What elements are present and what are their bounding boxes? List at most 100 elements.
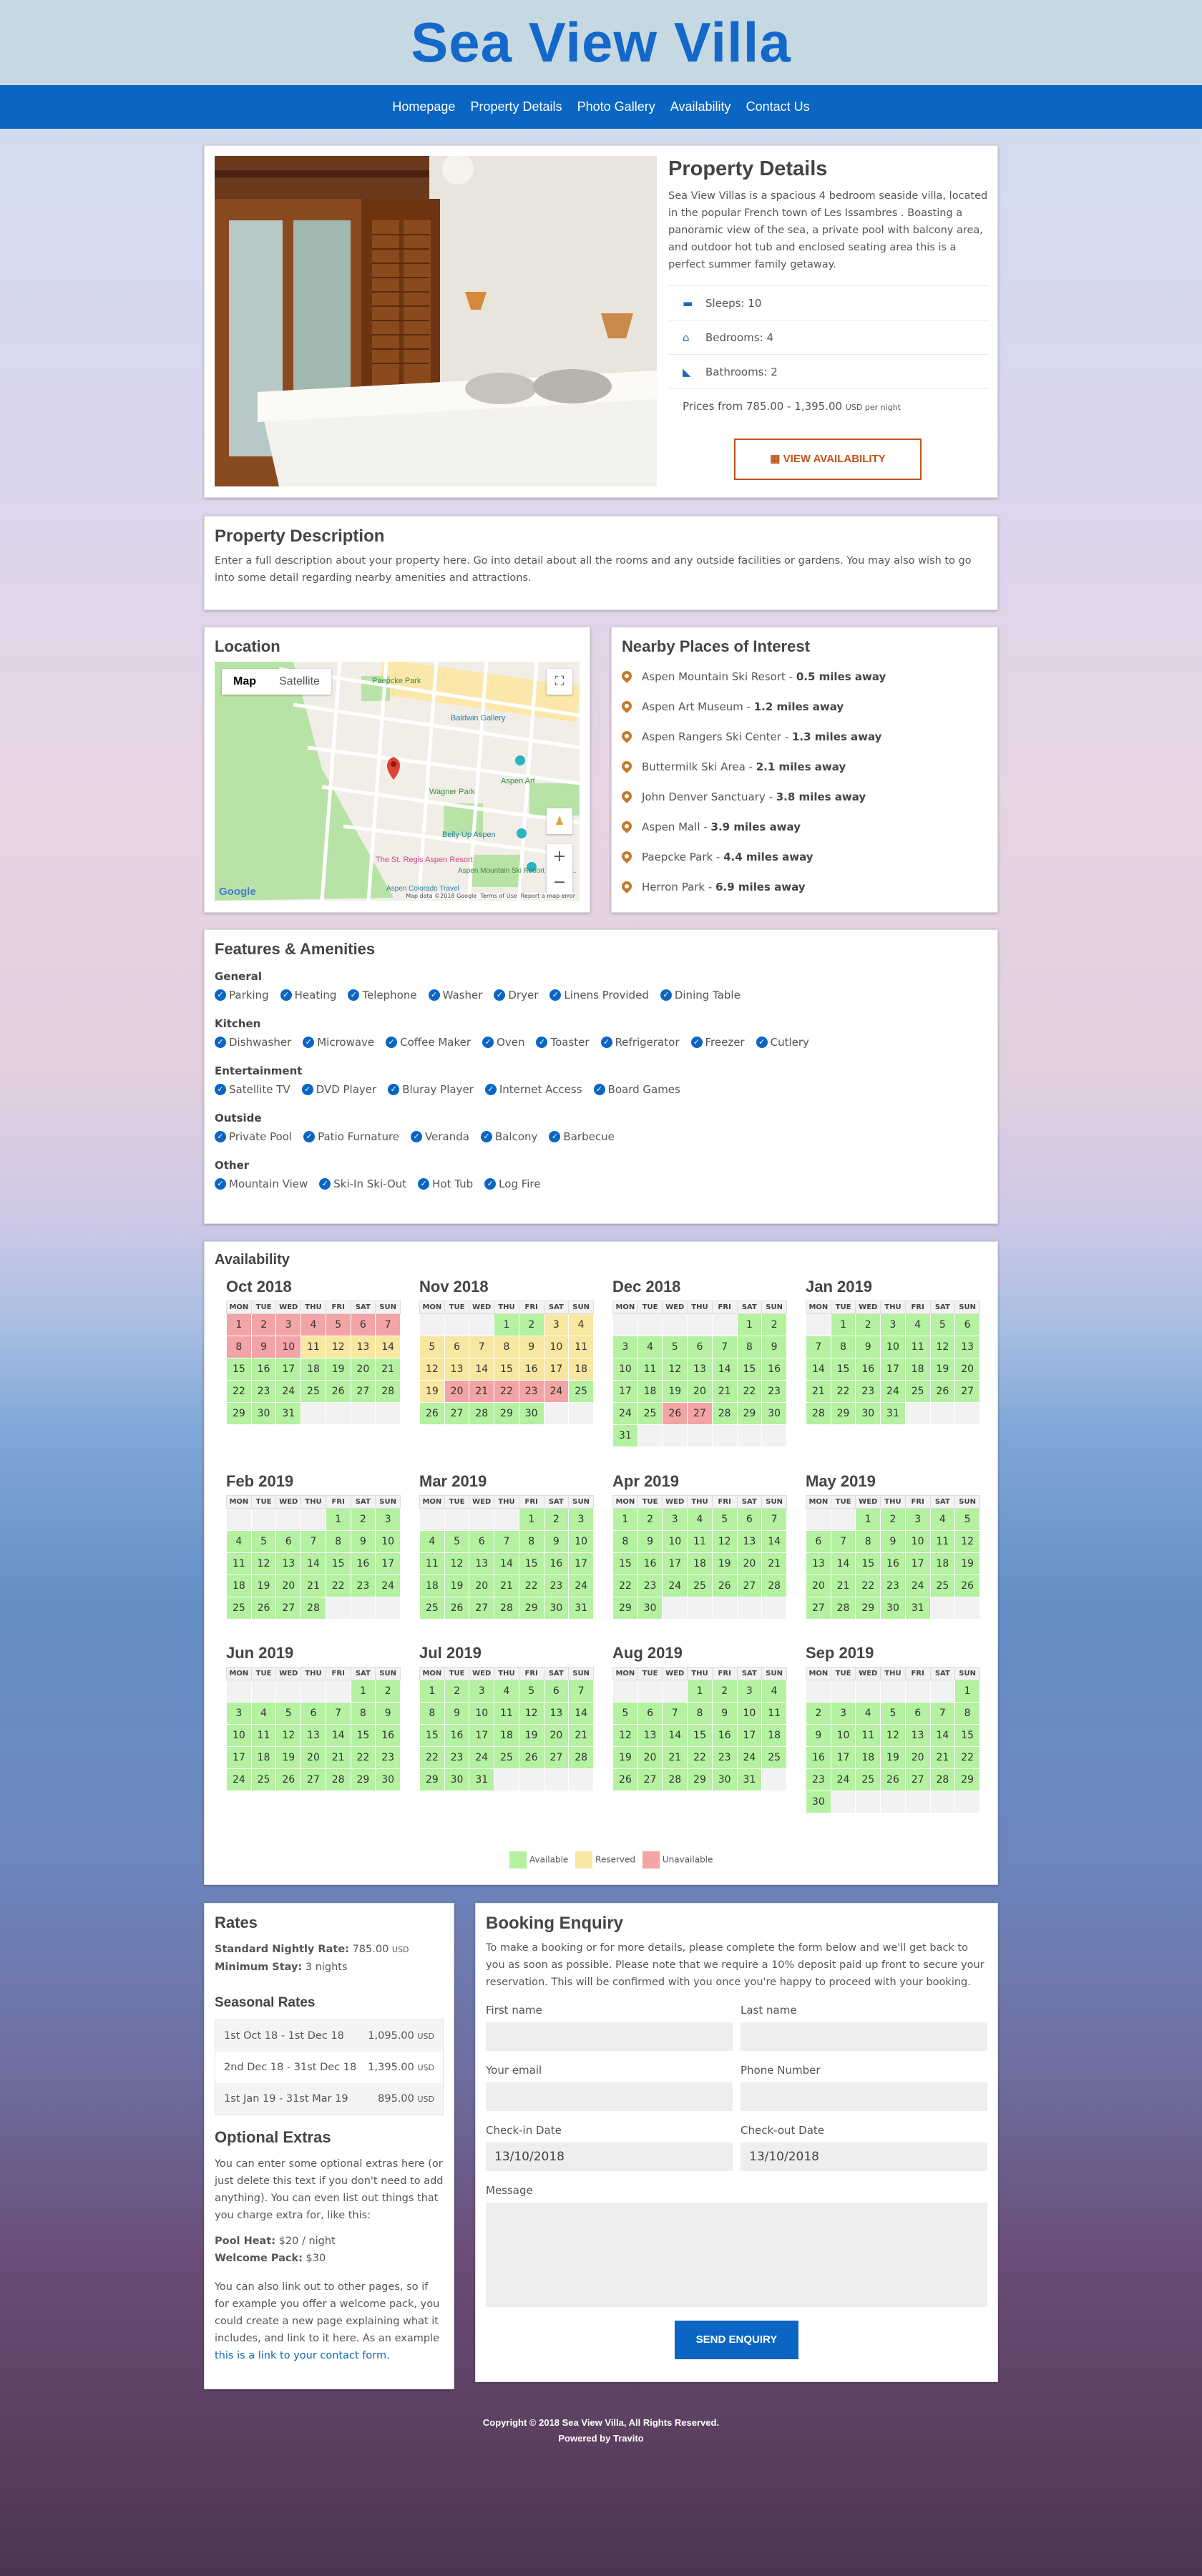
- view-availability-button[interactable]: ▦ VIEW AVAILABILITY: [734, 439, 922, 480]
- calendar-day[interactable]: 3: [375, 1508, 401, 1531]
- calendar-day[interactable]: 22: [855, 1575, 881, 1597]
- calendar-day[interactable]: 11: [855, 1724, 881, 1747]
- calendar-day[interactable]: 2: [518, 1313, 544, 1336]
- calendar-day[interactable]: 26: [250, 1597, 277, 1620]
- calendar-day[interactable]: 20: [469, 1575, 495, 1597]
- last-name-input[interactable]: [741, 2022, 987, 2051]
- calendar-day[interactable]: 7: [711, 1336, 738, 1358]
- calendar-day[interactable]: 8: [612, 1530, 638, 1553]
- calendar-day[interactable]: 10: [904, 1530, 931, 1553]
- calendar-day[interactable]: 6: [275, 1530, 302, 1553]
- calendar-day[interactable]: 12: [518, 1702, 544, 1725]
- calendar-day[interactable]: 15: [687, 1724, 713, 1747]
- calendar-day[interactable]: 23: [444, 1746, 470, 1769]
- calendar-day[interactable]: 2: [806, 1702, 831, 1725]
- calendar-day[interactable]: 18: [761, 1724, 787, 1747]
- calendar-day[interactable]: 5: [518, 1680, 544, 1703]
- calendar-day[interactable]: 2: [761, 1313, 787, 1336]
- calendar-day[interactable]: 13: [444, 1358, 470, 1381]
- calendar-day[interactable]: 9: [444, 1702, 470, 1725]
- calendar-day[interactable]: 24: [469, 1746, 495, 1769]
- calendar-day[interactable]: 22: [226, 1380, 252, 1403]
- calendar-day[interactable]: 8: [325, 1530, 351, 1553]
- calendar-day[interactable]: 1: [325, 1508, 351, 1531]
- calendar-day[interactable]: 14: [806, 1358, 831, 1381]
- calendar-day[interactable]: 5: [711, 1508, 738, 1531]
- calendar-day[interactable]: 2: [855, 1313, 881, 1336]
- calendar-day[interactable]: 6: [736, 1508, 763, 1531]
- calendar-day[interactable]: 16: [761, 1358, 787, 1381]
- calendar-day[interactable]: 28: [929, 1768, 956, 1791]
- calendar-day[interactable]: 24: [543, 1380, 570, 1403]
- calendar-day[interactable]: 29: [830, 1402, 856, 1425]
- calendar-day[interactable]: 18: [855, 1746, 881, 1769]
- calendar-day[interactable]: 27: [637, 1768, 663, 1791]
- calendar-day[interactable]: 12: [711, 1530, 738, 1553]
- calendar-day[interactable]: 1: [736, 1313, 763, 1336]
- calendar-day[interactable]: 7: [494, 1530, 519, 1553]
- calendar-day[interactable]: 7: [662, 1702, 688, 1725]
- calendar-day[interactable]: 4: [250, 1702, 277, 1725]
- calendar-day[interactable]: 2: [350, 1508, 376, 1531]
- calendar-day[interactable]: 18: [904, 1358, 931, 1381]
- calendar-day[interactable]: 19: [711, 1552, 738, 1575]
- calendar-day[interactable]: 16: [711, 1724, 738, 1747]
- calendar-day[interactable]: 30: [880, 1597, 906, 1620]
- calendar-day[interactable]: 25: [687, 1575, 713, 1597]
- calendar-day[interactable]: 27: [736, 1575, 763, 1597]
- calendar-day[interactable]: 11: [226, 1552, 252, 1575]
- calendar-day[interactable]: 18: [687, 1552, 713, 1575]
- calendar-day[interactable]: 25: [419, 1597, 445, 1620]
- calendar-day[interactable]: 14: [662, 1724, 688, 1747]
- calendar-day[interactable]: 12: [325, 1336, 351, 1358]
- calendar-day[interactable]: 4: [761, 1680, 787, 1703]
- calendar-day[interactable]: 6: [350, 1313, 376, 1336]
- calendar-day[interactable]: 4: [300, 1313, 326, 1336]
- calendar-day[interactable]: 5: [612, 1702, 638, 1725]
- nav-availability[interactable]: Availability: [670, 99, 731, 114]
- calendar-day[interactable]: 27: [444, 1402, 470, 1425]
- calendar-day[interactable]: 6: [954, 1313, 980, 1336]
- calendar-day[interactable]: 23: [880, 1575, 906, 1597]
- calendar-day[interactable]: 22: [830, 1380, 856, 1403]
- calendar-day[interactable]: 1: [419, 1680, 445, 1703]
- calendar-day[interactable]: 30: [711, 1768, 738, 1791]
- calendar-day[interactable]: 26: [612, 1768, 638, 1791]
- calendar-day[interactable]: 23: [806, 1768, 831, 1791]
- calendar-day[interactable]: 26: [954, 1575, 980, 1597]
- calendar-day[interactable]: 8: [855, 1530, 881, 1553]
- calendar-day[interactable]: 28: [375, 1380, 401, 1403]
- calendar-day[interactable]: 22: [954, 1746, 980, 1769]
- calendar-day[interactable]: 14: [568, 1702, 594, 1725]
- calendar-day[interactable]: 9: [543, 1530, 570, 1553]
- calendar-day[interactable]: 7: [806, 1336, 831, 1358]
- calendar-day[interactable]: 6: [637, 1702, 663, 1725]
- calendar-day[interactable]: 22: [612, 1575, 638, 1597]
- calendar-day[interactable]: 15: [855, 1552, 881, 1575]
- calendar-day[interactable]: 12: [929, 1336, 956, 1358]
- zoom-out-icon[interactable]: −: [552, 873, 567, 891]
- calendar-day[interactable]: 31: [612, 1424, 638, 1447]
- calendar-day[interactable]: 6: [904, 1702, 931, 1725]
- calendar-day[interactable]: 17: [612, 1380, 638, 1403]
- calendar-day[interactable]: 17: [568, 1552, 594, 1575]
- calendar-day[interactable]: 11: [568, 1336, 594, 1358]
- calendar-day[interactable]: 25: [568, 1380, 594, 1403]
- calendar-day[interactable]: 21: [494, 1575, 519, 1597]
- calendar-day[interactable]: 20: [954, 1358, 980, 1381]
- calendar-day[interactable]: 12: [275, 1724, 302, 1747]
- checkout-input[interactable]: 13/10/2018: [741, 2142, 987, 2171]
- first-name-input[interactable]: [486, 2022, 733, 2051]
- calendar-day[interactable]: 8: [518, 1530, 544, 1553]
- calendar-day[interactable]: 15: [419, 1724, 445, 1747]
- calendar-day[interactable]: 25: [904, 1380, 931, 1403]
- calendar-day[interactable]: 22: [736, 1380, 763, 1403]
- calendar-day[interactable]: 24: [568, 1575, 594, 1597]
- calendar-day[interactable]: 29: [419, 1768, 445, 1791]
- calendar-day[interactable]: 17: [469, 1724, 495, 1747]
- calendar-day[interactable]: 22: [419, 1746, 445, 1769]
- calendar-day[interactable]: 23: [375, 1746, 401, 1769]
- calendar-day[interactable]: 28: [300, 1597, 326, 1620]
- calendar-day[interactable]: 15: [830, 1358, 856, 1381]
- calendar-day[interactable]: 21: [929, 1746, 956, 1769]
